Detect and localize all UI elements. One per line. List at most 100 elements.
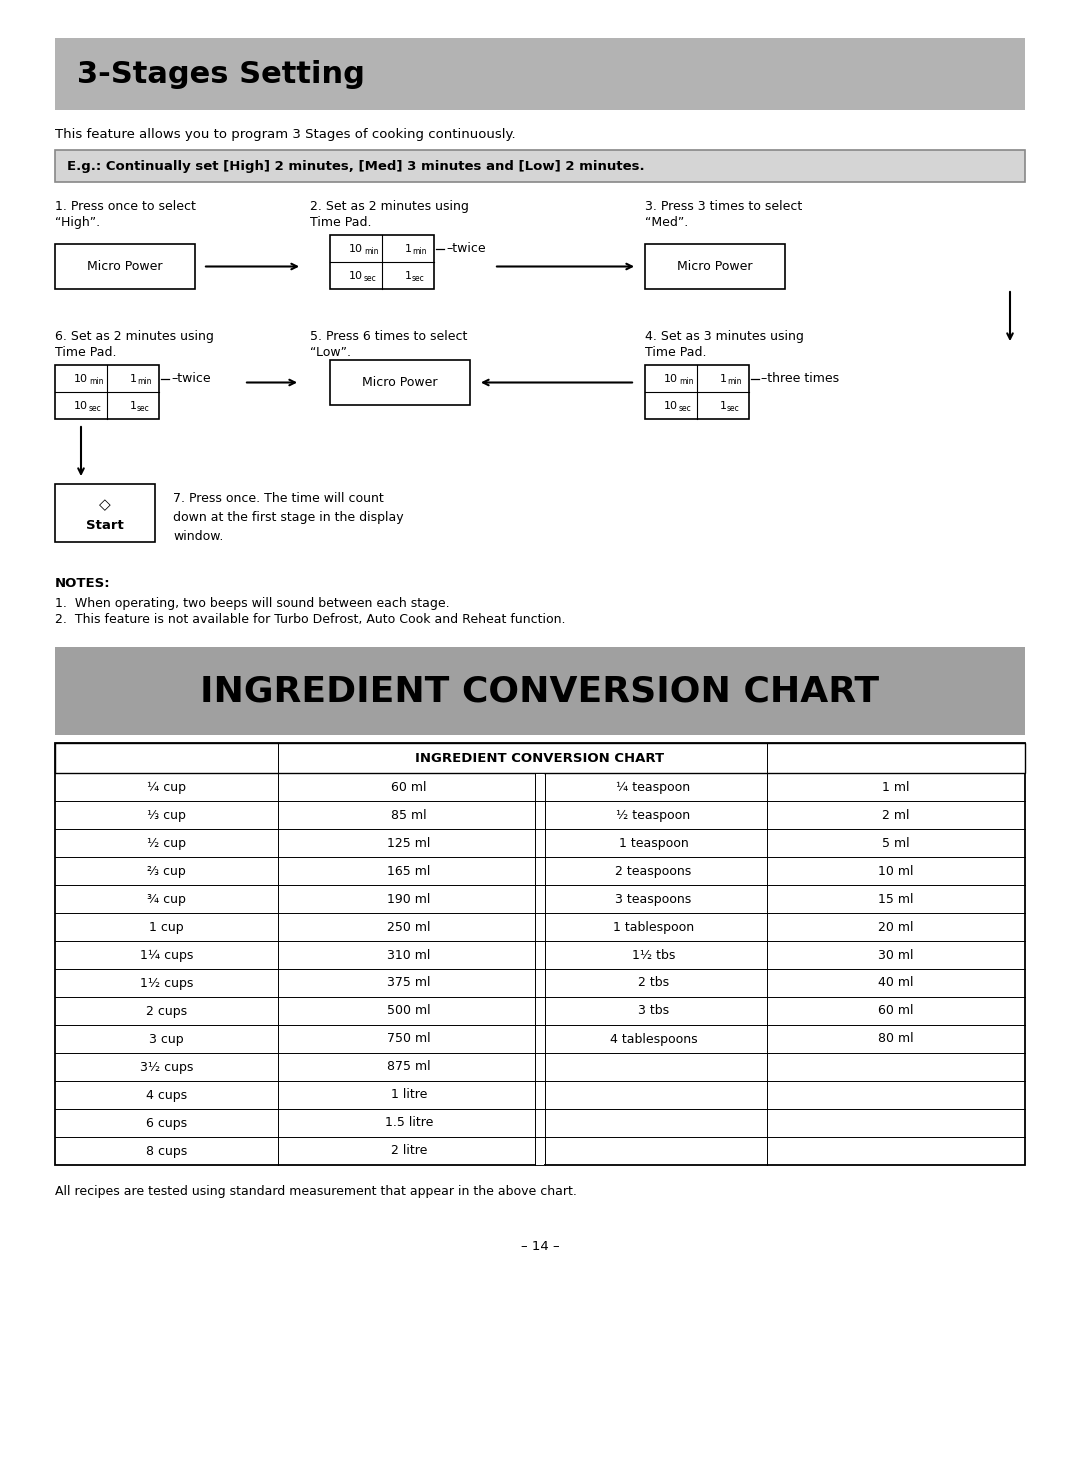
Text: INGREDIENT CONVERSION CHART: INGREDIENT CONVERSION CHART	[416, 752, 664, 764]
Text: 2. Set as 2 minutes using: 2. Set as 2 minutes using	[310, 200, 469, 213]
Text: min: min	[89, 378, 104, 386]
Text: 1½ tbs: 1½ tbs	[632, 949, 675, 962]
Text: ¾ cup: ¾ cup	[147, 893, 186, 905]
Text: 1: 1	[719, 401, 727, 410]
Text: 1 litre: 1 litre	[391, 1089, 428, 1102]
Text: Start: Start	[86, 519, 124, 532]
Text: Micro Power: Micro Power	[677, 260, 753, 273]
Text: 10: 10	[349, 270, 363, 281]
Text: 250 ml: 250 ml	[388, 921, 431, 933]
Bar	[55, 743, 1025, 773]
Text: 5. Press 6 times to select: 5. Press 6 times to select	[310, 331, 468, 342]
Bar	[330, 360, 470, 405]
Text: sec: sec	[89, 404, 102, 413]
Text: 60 ml: 60 ml	[391, 780, 427, 793]
Text: 3-Stages Setting: 3-Stages Setting	[77, 60, 365, 88]
Text: Micro Power: Micro Power	[87, 260, 163, 273]
Text: 40 ml: 40 ml	[878, 977, 914, 990]
Bar	[330, 235, 434, 289]
Text: min: min	[411, 247, 427, 256]
Text: ½ cup: ½ cup	[147, 836, 186, 849]
Text: ¼ cup: ¼ cup	[147, 780, 186, 793]
Text: ¼ teaspoon: ¼ teaspoon	[617, 780, 690, 793]
Text: 1 tablespoon: 1 tablespoon	[613, 921, 694, 933]
Text: 8 cups: 8 cups	[146, 1144, 187, 1158]
Text: INGREDIENT CONVERSION CHART: INGREDIENT CONVERSION CHART	[201, 674, 879, 708]
Text: 190 ml: 190 ml	[388, 893, 431, 905]
Text: 375 ml: 375 ml	[388, 977, 431, 990]
Text: 1½ cups: 1½ cups	[139, 977, 193, 990]
Text: 2 cups: 2 cups	[146, 1005, 187, 1018]
Text: 4 cups: 4 cups	[146, 1089, 187, 1102]
Text: E.g.: Continually set [High] 2 minutes, [Med] 3 minutes and [Low] 2 minutes.: E.g.: Continually set [High] 2 minutes, …	[67, 160, 645, 172]
Text: ◇: ◇	[99, 497, 111, 511]
Text: 4 tablespoons: 4 tablespoons	[610, 1033, 698, 1046]
Text: sec: sec	[364, 275, 377, 284]
Text: 30 ml: 30 ml	[878, 949, 914, 962]
Bar	[55, 364, 159, 419]
Text: “Low”.: “Low”.	[310, 347, 351, 358]
Text: 2 tbs: 2 tbs	[638, 977, 670, 990]
Text: 125 ml: 125 ml	[388, 836, 431, 849]
Text: sec: sec	[137, 404, 150, 413]
Text: 7. Press once. The time will count
down at the first stage in the display
window: 7. Press once. The time will count down …	[173, 492, 404, 544]
Text: 2.  This feature is not available for Turbo Defrost, Auto Cook and Reheat functi: 2. This feature is not available for Tur…	[55, 613, 566, 626]
Text: 60 ml: 60 ml	[878, 1005, 914, 1018]
Text: 1: 1	[130, 373, 136, 383]
Bar	[55, 483, 156, 542]
Text: 2 teaspoons: 2 teaspoons	[616, 864, 691, 877]
Bar	[55, 646, 1025, 734]
Text: min: min	[679, 378, 693, 386]
Text: “High”.: “High”.	[55, 216, 100, 229]
Text: min: min	[137, 378, 151, 386]
Text: 1 cup: 1 cup	[149, 921, 184, 933]
Text: 2 litre: 2 litre	[391, 1144, 428, 1158]
Text: 5 ml: 5 ml	[882, 836, 909, 849]
Text: NOTES:: NOTES:	[55, 577, 110, 591]
Text: 1.5 litre: 1.5 litre	[384, 1116, 433, 1130]
Text: 80 ml: 80 ml	[878, 1033, 914, 1046]
Text: sec: sec	[679, 404, 692, 413]
Text: –three times: –three times	[761, 372, 839, 385]
Text: 1¼ cups: 1¼ cups	[139, 949, 193, 962]
Text: 3 teaspoons: 3 teaspoons	[616, 893, 691, 905]
Text: ½ teaspoon: ½ teaspoon	[617, 808, 690, 821]
Text: 750 ml: 750 ml	[388, 1033, 431, 1046]
Text: 1: 1	[405, 270, 411, 281]
Text: 500 ml: 500 ml	[388, 1005, 431, 1018]
Text: 1: 1	[719, 373, 727, 383]
Text: 6 cups: 6 cups	[146, 1116, 187, 1130]
Text: 1. Press once to select: 1. Press once to select	[55, 200, 195, 213]
Text: 3. Press 3 times to select: 3. Press 3 times to select	[645, 200, 802, 213]
Text: Micro Power: Micro Power	[362, 376, 437, 389]
Bar	[645, 364, 750, 419]
Text: 10: 10	[349, 244, 363, 254]
Bar	[55, 743, 1025, 1165]
Text: 10: 10	[664, 401, 678, 410]
Text: 310 ml: 310 ml	[388, 949, 431, 962]
Text: –twice: –twice	[171, 372, 211, 385]
Text: 10: 10	[75, 373, 87, 383]
Text: min: min	[727, 378, 742, 386]
Text: ⅔ cup: ⅔ cup	[147, 864, 186, 877]
Text: 1.  When operating, two beeps will sound between each stage.: 1. When operating, two beeps will sound …	[55, 596, 449, 610]
Text: 4. Set as 3 minutes using: 4. Set as 3 minutes using	[645, 331, 804, 342]
Bar	[536, 773, 544, 1165]
Bar	[645, 244, 785, 289]
Text: 10: 10	[664, 373, 678, 383]
Text: sec: sec	[727, 404, 740, 413]
Bar	[55, 244, 195, 289]
Text: –twice: –twice	[446, 242, 486, 256]
Text: 3½ cups: 3½ cups	[139, 1061, 193, 1074]
Text: Time Pad.: Time Pad.	[645, 347, 706, 358]
Text: min: min	[364, 247, 378, 256]
Bar	[55, 150, 1025, 182]
Text: 3 cup: 3 cup	[149, 1033, 184, 1046]
Text: Time Pad.: Time Pad.	[310, 216, 372, 229]
Text: – 14 –: – 14 –	[521, 1240, 559, 1253]
Text: 1 teaspoon: 1 teaspoon	[619, 836, 688, 849]
Text: 875 ml: 875 ml	[388, 1061, 431, 1074]
Text: 6. Set as 2 minutes using: 6. Set as 2 minutes using	[55, 331, 214, 342]
Text: All recipes are tested using standard measurement that appear in the above chart: All recipes are tested using standard me…	[55, 1185, 577, 1199]
Text: ⅓ cup: ⅓ cup	[147, 808, 186, 821]
